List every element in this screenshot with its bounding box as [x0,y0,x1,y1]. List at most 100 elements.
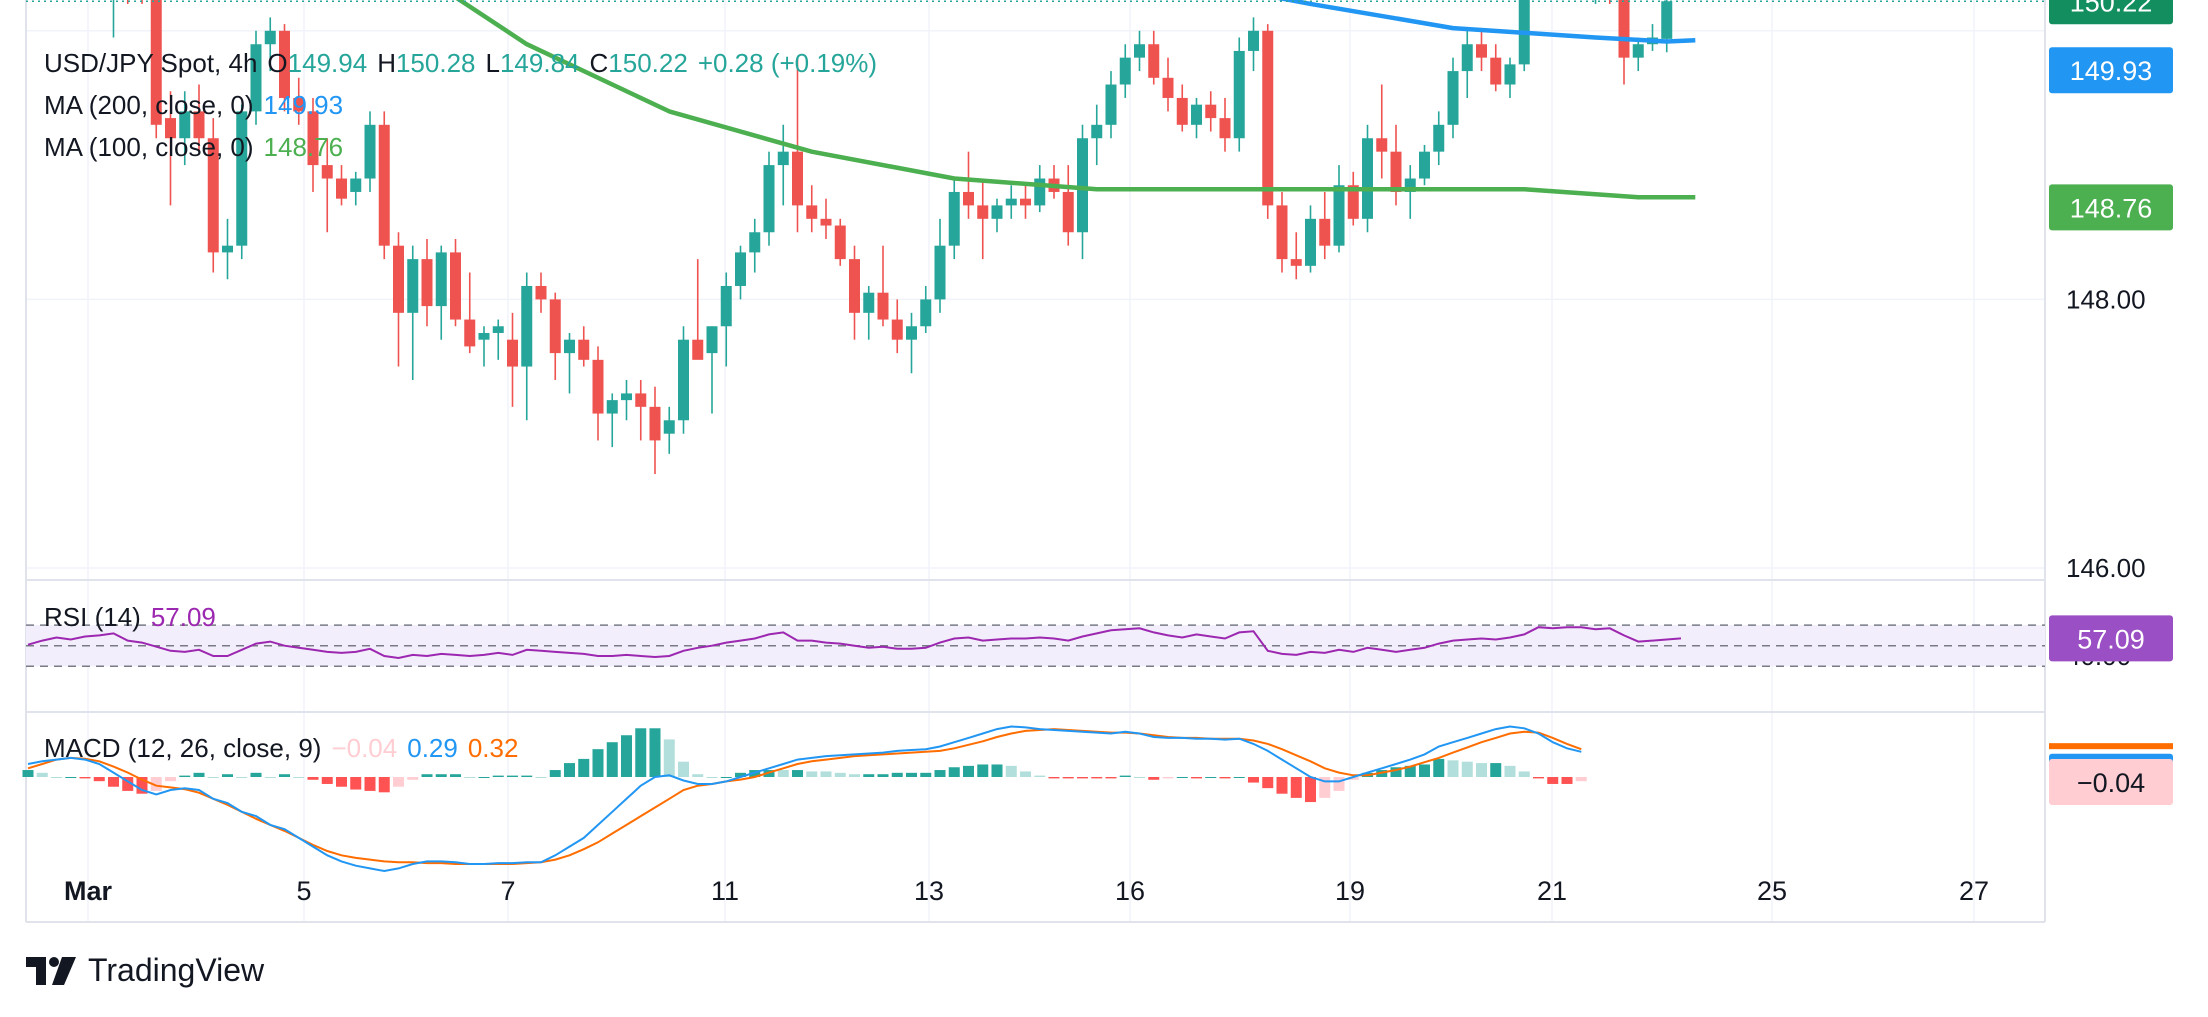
macd-hist-bar [834,772,846,777]
tradingview-watermark[interactable]: TradingView [26,952,264,989]
macd-hist-bar [1162,777,1174,779]
candle [720,285,732,327]
candle [877,292,889,320]
macd-hist-bar [150,777,162,791]
macd-hist-bar [1020,771,1031,777]
macd-hist-bar [1504,765,1516,777]
candle [834,225,846,260]
candle [207,138,219,253]
candle [735,252,746,286]
macd-signal-line [27,728,1582,865]
hist-badge-bg [2049,759,2173,805]
macd-hist-bar [663,739,675,777]
macd-hist-bar [36,772,48,777]
macd-hist-bar [350,777,362,790]
time-tick-label: 25 [1757,876,1787,906]
hist-badge: −0.04 [2049,759,2173,805]
ma200-legend[interactable]: MA (200, close, 0) 149.93 [44,90,353,121]
price-badge: 150.22 [2049,0,2173,25]
candle [1618,0,1630,58]
macd-hist-bar [193,772,205,777]
macd-hist-bar [450,774,461,777]
candle [1333,185,1345,246]
macd-hist-bar [692,774,704,777]
macd-hist-bar [535,777,547,778]
symbol-title[interactable]: USD/JPY Spot, 4h [44,48,258,78]
macd-hist-bar [264,777,276,778]
candle [450,252,461,320]
candle [1077,138,1088,233]
macd-hist-bar [820,771,832,777]
candle [264,30,276,45]
candle [1305,218,1316,266]
macd-hist-bar [222,774,233,777]
macd-hist-bar [934,770,946,777]
macd-hist-bar [435,774,447,777]
candle [179,111,191,139]
macd-hist-bar [1518,771,1530,777]
change-value: +0.28 (+0.19%) [697,48,878,78]
macd-hist-bar [1034,775,1046,777]
rsi-value: 57.09 [150,602,216,632]
candle [606,400,618,414]
candle [1219,118,1231,139]
macd-hist-bar [1062,777,1074,779]
candle [678,339,689,421]
candles [112,0,1673,474]
macd-hist-bar [1461,761,1473,777]
macd-hist-bar [621,735,632,777]
time-tick-label: 11 [711,876,739,906]
macd-hist-bar [1091,777,1103,779]
macd-hist-bar [963,765,974,777]
candle [1176,97,1188,125]
candle [464,319,476,347]
macd-hist-bar [336,777,347,787]
macd-hist-bar [1005,765,1017,777]
macd-hist-bar [1119,775,1131,777]
macd-hist-bar [564,763,575,777]
macd-hist-bar [906,772,917,777]
ma200-badge: 149.93 [2049,47,2173,94]
macd-hist-bar [877,774,889,777]
candle [535,285,547,300]
candle [250,44,262,112]
time-axis: Mar 5 7 11 13 16 19 21 25 27 [64,876,1989,906]
macd-hist-bar [1575,777,1587,782]
high-label: H [377,48,396,78]
rsi-line [27,626,1682,660]
candle [1476,44,1487,58]
macd-hist-bar [1476,763,1487,777]
candle [1062,191,1074,233]
macd-hist-bar [1533,777,1544,779]
candle [350,178,362,192]
time-tick-label: 19 [1335,876,1365,906]
candle [1191,104,1202,125]
macd-hist-bar [1433,758,1445,777]
ma100-legend[interactable]: MA (100, close, 0) 148.76 [44,132,353,163]
macd-hist-bar [51,777,62,778]
ma200-label: MA (200, close, 0) [44,90,254,120]
ma100-badge: 148.76 [2049,184,2173,231]
macd-hist-bar [777,770,789,777]
macd-hist-bar [364,777,376,791]
macd-hist-bar [1419,764,1430,777]
candle [150,0,162,125]
macd-hist-bar [1233,777,1245,778]
candle [435,252,447,307]
macd-hist-bar [549,770,561,777]
candle [407,259,419,313]
ma100-label: MA (100, close, 0) [44,132,254,162]
macd-line [27,725,1582,873]
candle [393,245,404,313]
macd-legend[interactable]: MACD (12, 26, close, 9) −0.04 0.29 0.32 [44,733,528,764]
candle [564,339,575,354]
macd-hist-bar [1305,777,1316,803]
candle [1034,178,1046,206]
candle [1390,151,1402,192]
macd-hist-bar [948,767,960,777]
price-tick-label: 146.00 [2066,553,2146,583]
rsi-legend[interactable]: RSI (14) 57.09 [44,602,226,633]
candle [920,299,932,327]
candle [1276,205,1288,260]
